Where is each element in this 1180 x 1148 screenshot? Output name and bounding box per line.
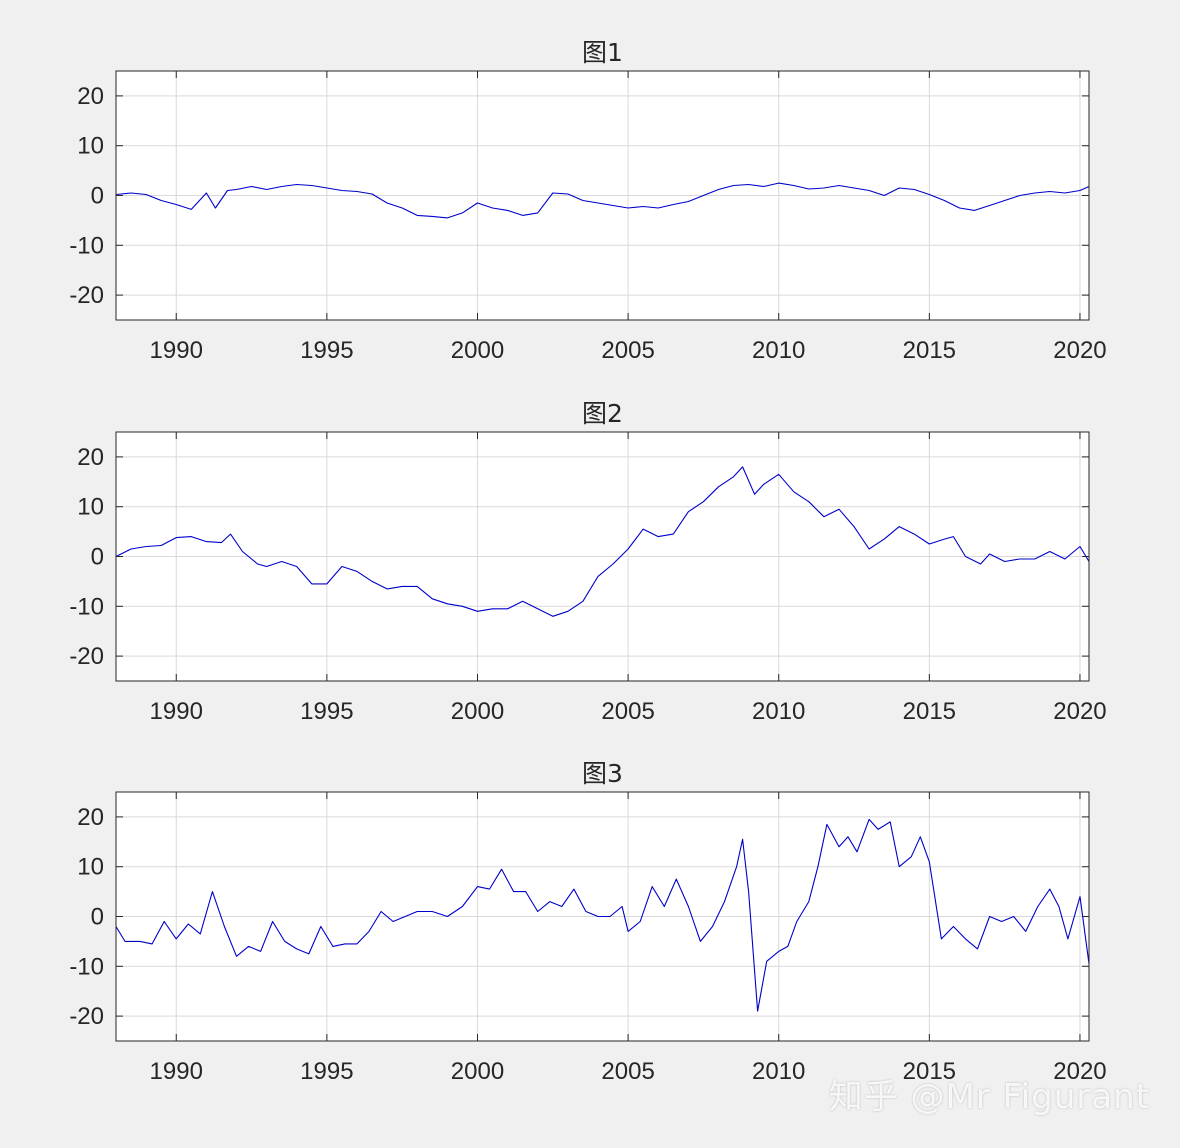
x-tick-label: 2010 (752, 1058, 805, 1085)
y-tick-label: 0 (91, 544, 104, 571)
x-tick-label: 1995 (300, 337, 353, 364)
chart-title: 图1 (582, 38, 623, 67)
x-tick-label: 2015 (903, 1058, 956, 1085)
watermark: 知乎 @Mr Figurant (828, 1077, 1150, 1117)
x-tick-label: 2010 (752, 337, 805, 364)
subplot-1: 1990 1995 2000 2005 2010 2015 202020100-10-20图… (69, 38, 1106, 364)
y-tick-label: -10 (69, 593, 104, 620)
x-tick-label: 1995 (300, 698, 353, 725)
y-tick-label: 0 (91, 904, 104, 931)
x-tick-label: 1995 (300, 1058, 353, 1085)
y-tick-label: 20 (77, 83, 104, 110)
x-tick-label: 2020 (1053, 698, 1106, 725)
x-tick-label: 1990 (150, 698, 203, 725)
y-tick-label: -10 (69, 232, 104, 259)
x-tick-label: 2015 (903, 698, 956, 725)
y-tick-label: 10 (77, 854, 104, 881)
subplot-2: 1990 1995 2000 2005 2010 2015 202020100-10-20图… (69, 399, 1106, 725)
chart-title: 图2 (582, 399, 623, 428)
y-tick-label: -20 (69, 643, 104, 670)
y-tick-label: 20 (77, 444, 104, 471)
y-tick-label: -20 (69, 1003, 104, 1030)
x-tick-label: 2010 (752, 698, 805, 725)
y-tick-label: -20 (69, 282, 104, 309)
subplot-3: 1990 1995 2000 2005 2010 2015 202020100-10-20图… (69, 759, 1106, 1085)
x-tick-label: 2020 (1053, 337, 1106, 364)
y-tick-label: 0 (91, 183, 104, 210)
x-tick-label: 2005 (601, 337, 654, 364)
series-line (115, 818, 1090, 1012)
y-tick-label: 20 (77, 804, 104, 831)
x-tick-label: 2000 (451, 1058, 504, 1085)
x-tick-label: 2005 (601, 1058, 654, 1085)
series-line (115, 466, 1090, 617)
x-tick-label: 1990 (150, 1058, 203, 1085)
x-tick-label: 2000 (451, 698, 504, 725)
y-tick-label: 10 (77, 494, 104, 521)
x-tick-label: 1990 (150, 337, 203, 364)
chart-title: 图3 (582, 759, 623, 788)
x-tick-label: 2020 (1053, 1058, 1106, 1085)
x-tick-label: 2015 (903, 337, 956, 364)
y-tick-label: 10 (77, 133, 104, 160)
x-tick-label: 2005 (601, 698, 654, 725)
x-tick-label: 2000 (451, 337, 504, 364)
y-tick-label: -10 (69, 953, 104, 980)
series-line (115, 182, 1090, 219)
